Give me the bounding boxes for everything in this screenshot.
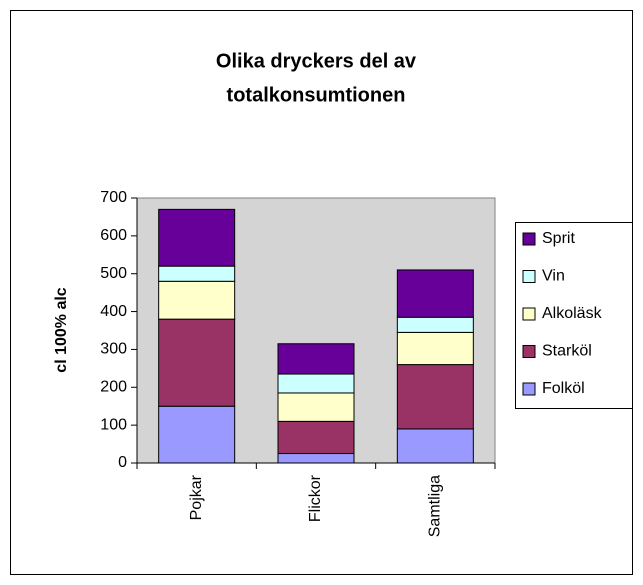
legend-label: Folköl [542,380,585,397]
y-tick-label: 100 [100,416,127,433]
bar-segment [396,316,474,333]
bar-segment [158,265,236,282]
y-tick-label: 200 [100,379,127,396]
legend-label: Starköl [542,343,592,360]
y-tick-label: 400 [100,303,127,320]
legend-swatch [522,382,536,396]
legend-label: Vin [542,268,565,285]
bar-segment [158,405,236,464]
bar-segment [396,364,474,430]
legend-swatch [522,270,536,283]
bar-segment [396,269,474,318]
x-tick-label: Samtliga [427,475,444,537]
bar-segment [396,428,474,464]
chart-title: Olika dryckers del av [216,50,417,72]
bar-segment [277,453,355,464]
x-tick-label: Flickor [307,474,324,522]
chart-title: totalkonsumtionen [227,84,406,106]
y-tick-label: 300 [100,341,127,358]
bar-segment [158,318,236,407]
y-tick-label: 500 [100,265,127,282]
bar-segment [396,331,474,366]
y-tick-label: 0 [118,454,127,471]
x-tick-label: Pojkar [188,474,205,520]
bar-segment [277,392,355,422]
y-tick-label: 700 [100,189,127,206]
legend-swatch [522,345,536,358]
legend-swatch [522,232,536,246]
bar-segment [277,373,355,394]
legend-label: Sprit [542,230,575,247]
bar-segment [158,208,236,267]
bar-segment [277,420,355,455]
legend-swatch [522,307,536,321]
bar-segment [277,343,355,375]
y-axis-label: cl 100% alc [53,287,70,373]
y-tick-label: 600 [100,227,127,244]
legend-label: Alkoläsk [542,305,603,322]
bar-segment [158,280,236,320]
